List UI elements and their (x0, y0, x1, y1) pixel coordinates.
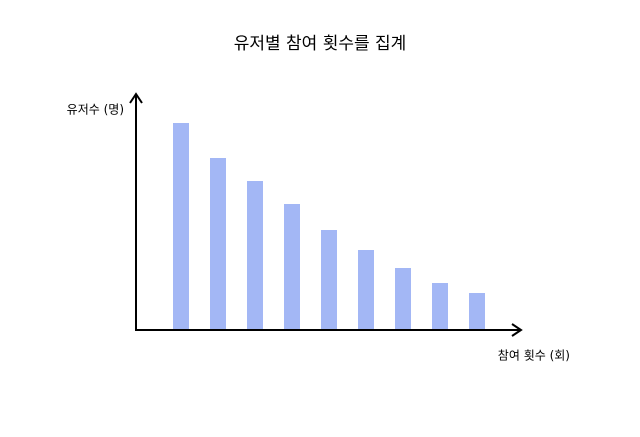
x-axis-label: 참여 횟수 (회) (498, 349, 570, 363)
bar (210, 158, 226, 330)
x-axis-arrow (511, 323, 523, 337)
bar (469, 293, 485, 330)
bar (395, 268, 411, 330)
bar (321, 230, 337, 330)
bar (432, 283, 448, 330)
bar (284, 204, 300, 330)
chart-title: 유저별 참여 횟수를 집계 (234, 34, 407, 54)
bar (173, 123, 189, 330)
bar (358, 250, 374, 330)
bars (173, 123, 485, 330)
y-axis-label: 유저수 (명) (67, 103, 124, 117)
y-axis-arrow (129, 92, 143, 104)
bar (247, 181, 263, 330)
